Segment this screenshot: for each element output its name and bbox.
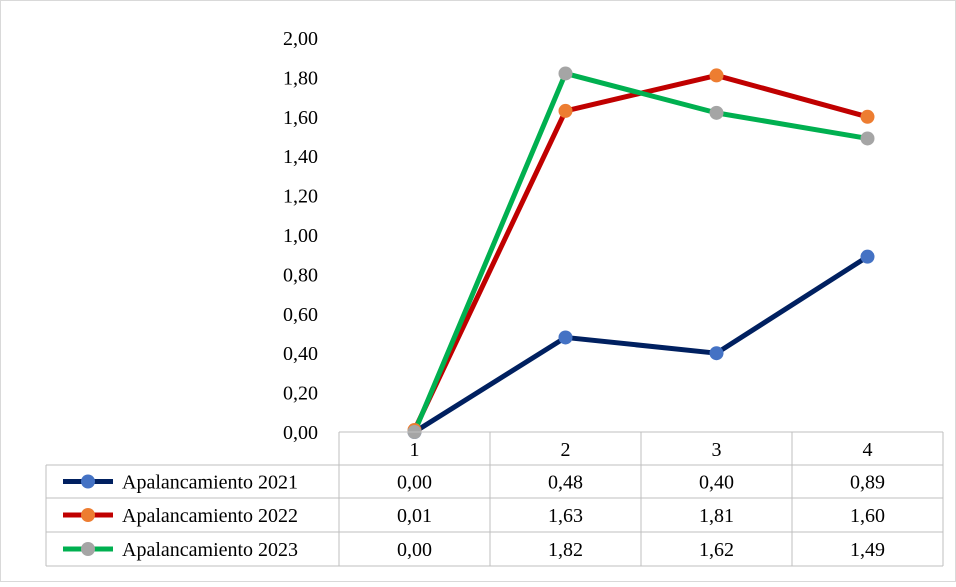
data-point xyxy=(709,68,724,83)
data-value-cell: 0,00 xyxy=(397,539,432,561)
y-tick-label: 1,20 xyxy=(283,186,318,208)
y-tick-label: 1,60 xyxy=(283,107,318,129)
data-value-cell: 0,89 xyxy=(850,472,885,494)
y-tick-label: 1,80 xyxy=(283,67,318,89)
data-value-cell: 1,49 xyxy=(850,539,885,561)
legend-marker-key xyxy=(81,542,95,556)
series-name: Apalancamiento 2022 xyxy=(122,505,298,527)
y-tick-label: 0,60 xyxy=(283,304,318,326)
data-point xyxy=(709,105,724,120)
y-tick-label: 0,00 xyxy=(283,422,318,444)
y-tick-label: 1,40 xyxy=(283,146,318,168)
series-name: Apalancamiento 2021 xyxy=(122,472,298,494)
data-value-cell: 0,40 xyxy=(699,472,734,494)
data-table: 1 2 3 4 Apalancamiento 2021 0,00 0,48 0,40 0,89 A… xyxy=(45,431,944,567)
series-name: Apalancamiento 2023 xyxy=(122,539,298,561)
x-tick-label: 4 xyxy=(863,439,873,461)
y-tick-label: 0,20 xyxy=(283,383,318,405)
y-axis: 0,00 0,20 0,40 0,60 0,80 1,00 1,20 1,40 1,60 1,80… xyxy=(283,28,318,444)
data-value-cell: 1,62 xyxy=(699,539,734,561)
data-point xyxy=(860,249,875,264)
series-line xyxy=(412,70,870,435)
data-point xyxy=(709,346,724,361)
plot-area xyxy=(407,66,875,439)
data-point xyxy=(860,131,875,146)
data-value-cell: 1,81 xyxy=(699,505,734,527)
x-tick-label: 3 xyxy=(712,439,722,461)
data-value-cell: 1,63 xyxy=(548,505,583,527)
y-tick-label: 0,80 xyxy=(283,264,318,286)
data-value-cell: 0,00 xyxy=(397,472,432,494)
x-tick-label: 2 xyxy=(561,439,571,461)
data-point xyxy=(860,109,875,124)
data-value-cell: 1,82 xyxy=(548,539,583,561)
x-tick-label: 1 xyxy=(410,439,420,461)
data-value-cell: 0,01 xyxy=(397,505,432,527)
data-point xyxy=(558,103,573,118)
data-value-cell: 1,60 xyxy=(850,505,885,527)
data-point xyxy=(558,66,573,81)
data-value-cell: 0,48 xyxy=(548,472,583,494)
y-tick-label: 0,40 xyxy=(283,343,318,365)
y-tick-label: 1,00 xyxy=(283,225,318,247)
y-tick-label: 2,00 xyxy=(283,28,318,50)
legend-marker-key xyxy=(81,474,95,489)
series-line xyxy=(412,254,870,435)
data-point xyxy=(558,330,573,345)
legend-marker-key xyxy=(81,508,95,522)
